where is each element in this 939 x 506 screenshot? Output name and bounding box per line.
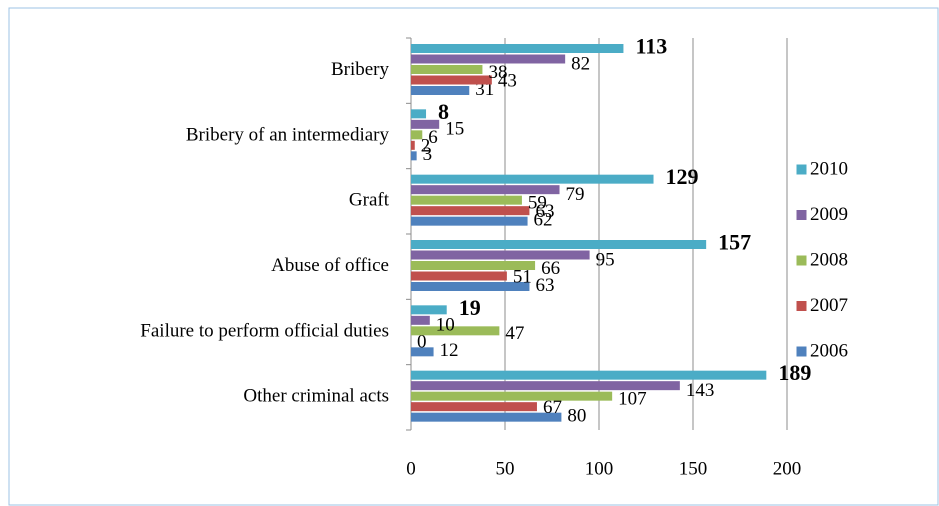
bar (411, 261, 536, 270)
x-tick-label: 50 (496, 458, 515, 479)
data-label: 157 (718, 230, 751, 255)
bar (411, 347, 434, 357)
bar (411, 402, 537, 412)
y-tick-label: Failure to perform official duties (140, 320, 389, 341)
bar (411, 271, 507, 281)
chart-frame (8, 7, 939, 506)
data-label: 47 (505, 323, 524, 344)
x-tick-label: 100 (585, 458, 614, 479)
x-tick-label: 0 (406, 458, 416, 479)
bar (411, 282, 530, 291)
data-label: 80 (567, 406, 586, 427)
legend-label: 2006 (810, 340, 848, 361)
bar (411, 195, 522, 205)
legend-swatch (795, 254, 808, 267)
data-label: 63 (535, 275, 554, 296)
legend-label: 2007 (810, 295, 848, 316)
data-label: 59 (528, 193, 547, 214)
bar (411, 240, 707, 249)
data-label: 62 (534, 210, 553, 231)
data-label: 107 (618, 389, 647, 410)
bar (411, 109, 427, 119)
y-tick-label: Bribery of an intermediary (186, 124, 390, 145)
data-label: 95 (596, 249, 615, 270)
bar (411, 206, 530, 216)
bar (411, 391, 613, 401)
bar (411, 54, 566, 64)
bar (411, 216, 528, 226)
y-tick-label: Abuse of office (271, 255, 389, 276)
data-label: 79 (566, 184, 585, 205)
data-label: 66 (541, 258, 560, 279)
data-label: 129 (666, 164, 699, 189)
bar (411, 185, 560, 195)
bar (411, 140, 415, 150)
bar (411, 370, 767, 380)
legend-label: 2008 (810, 249, 848, 270)
legend-swatch (795, 209, 808, 221)
data-label: 113 (635, 34, 667, 59)
legend-label: 2010 (810, 158, 848, 179)
data-label: 0 (417, 332, 427, 353)
data-label: 8 (438, 99, 449, 124)
bar (411, 130, 423, 140)
data-label: 12 (440, 340, 459, 361)
bar (411, 44, 624, 53)
data-label: 82 (571, 53, 590, 74)
data-label: 67 (543, 397, 562, 418)
legend-swatch (795, 300, 808, 312)
data-label: 38 (488, 62, 507, 83)
bar (411, 75, 492, 85)
x-tick-label: 150 (679, 458, 708, 479)
bar (411, 250, 590, 260)
y-tick-label: Graft (349, 190, 390, 211)
data-label: 51 (513, 266, 532, 287)
legend-swatch (795, 345, 808, 358)
data-label: 15 (445, 119, 464, 140)
data-label: 19 (459, 295, 481, 320)
legend-swatch (795, 163, 808, 176)
bar (411, 151, 417, 161)
bar (411, 174, 654, 184)
y-tick-label: Other criminal acts (243, 386, 389, 407)
data-label: 2 (421, 136, 431, 157)
data-label: 3 (423, 144, 433, 165)
data-label: 189 (778, 360, 811, 385)
legend-label: 2009 (810, 204, 848, 225)
bar (411, 412, 562, 422)
bar (411, 381, 680, 391)
data-label: 10 (436, 315, 455, 336)
bar (411, 86, 470, 95)
x-tick-label: 200 (773, 458, 802, 479)
data-label: 143 (686, 380, 715, 401)
y-tick-label: Bribery (331, 59, 390, 80)
bar (411, 65, 483, 74)
bar (411, 305, 447, 315)
data-label: 43 (498, 70, 517, 91)
data-label: 63 (535, 201, 554, 222)
data-label: 6 (428, 127, 438, 148)
bar (411, 326, 500, 336)
bar (411, 315, 430, 325)
bar (411, 119, 440, 129)
